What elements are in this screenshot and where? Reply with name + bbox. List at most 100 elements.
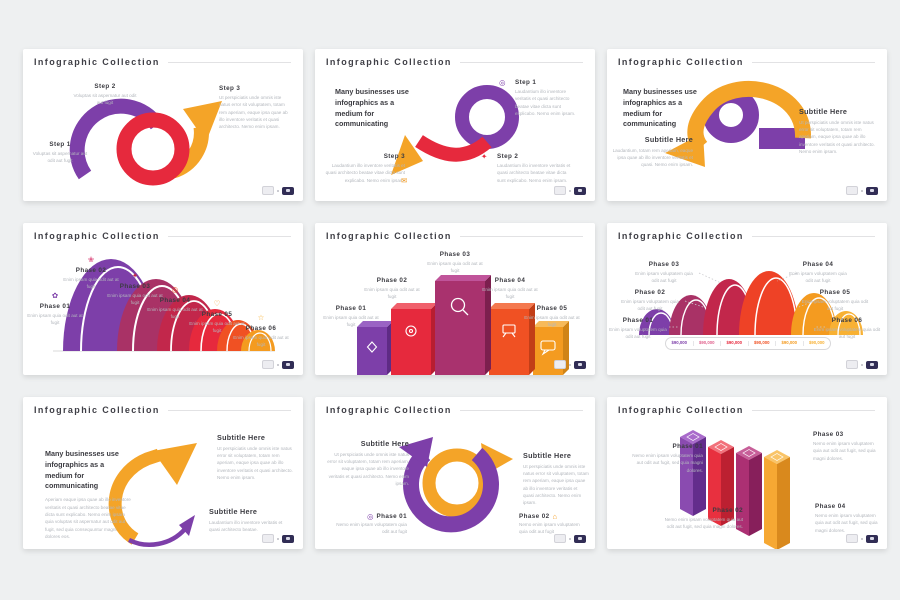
slide-footer-pagination xyxy=(554,360,586,369)
dot-icon xyxy=(569,189,571,192)
phase-label: Phase 04 Enim ipsam quia odit aut at fug… xyxy=(482,277,538,300)
slide-number-badge xyxy=(574,360,586,369)
slide-title: Infographic Collection xyxy=(618,405,875,415)
thumb-icon xyxy=(554,186,566,195)
slide-title: Infographic Collection xyxy=(34,231,291,241)
slide-title: Infographic Collection xyxy=(34,57,291,67)
subtitle-block: Subtitle Here Laudantium illo inventore … xyxy=(209,507,283,532)
slide-spiral-steps[interactable]: Infographic Collection Step 2 Voluptas s… xyxy=(23,49,303,201)
intro-text: Many businesses use infographics as a me… xyxy=(335,87,409,129)
slide-footer-pagination xyxy=(262,534,294,543)
arrowhead-icon xyxy=(391,135,423,175)
slide-loop-arrow[interactable]: Infographic Collection Many businesses u… xyxy=(607,49,887,201)
step-label: Step 3 Laudantium illo inventore veritat… xyxy=(325,153,405,183)
phase-label: Phase 01 Enim ipsam voluptatem quia odit… xyxy=(609,317,667,340)
curved-arrows-graphic xyxy=(108,443,197,547)
phase-label: Phase 04 Nemo enim ipsam voluptatem quia… xyxy=(815,503,878,533)
subtitle-block: Subtitle Here Ut perspiciatis unde omnis… xyxy=(327,439,409,486)
values-bar: $90,000 $90,000 $90,000 $90,000 $90,000 … xyxy=(665,337,831,350)
slide-footer-pagination xyxy=(554,186,586,195)
arrowhead-icon xyxy=(153,443,197,485)
slide-number-badge xyxy=(574,186,586,195)
dot-icon xyxy=(569,363,571,366)
slide-title: Infographic Collection xyxy=(326,231,583,241)
title-rule xyxy=(167,61,291,63)
slide-bell-arcs[interactable]: Infographic Collection xyxy=(607,223,887,375)
star-icon: ☆ xyxy=(257,313,265,322)
value-cell: $90,000 xyxy=(671,340,688,346)
slide-title: Infographic Collection xyxy=(618,57,875,67)
step-label: Step 3 Ut perspiciatis unde omnis iste n… xyxy=(219,85,288,130)
phase-label: Phase 02 Enim ipsam quia odit aut at fug… xyxy=(364,277,420,300)
sparkle-icon xyxy=(366,341,378,353)
idea-spark-icon: ✦ xyxy=(481,152,488,161)
slide-number-badge xyxy=(282,534,294,543)
subtitle-block: Subtitle Here Laudantium, totam rem aper… xyxy=(612,135,693,168)
value-cell: $90,000 xyxy=(720,341,748,346)
chat-icon xyxy=(540,340,556,356)
phase-label: ✿ Phase 01 Enim ipsam quia odit aut at f… xyxy=(27,291,83,326)
phase-label: ✦ Phase 03 Enim ipsam quia odit aut at f… xyxy=(107,271,163,306)
phase-label: Phase 02 ⌂ Nemo enim ipsam voluptatem qu… xyxy=(519,512,580,534)
phase-label: Phase 02 Enim ipsam voluptatem quia odit… xyxy=(621,289,679,312)
slide-number-badge xyxy=(282,360,294,369)
slide-number-badge xyxy=(282,186,294,195)
intro-text: Many businesses use infographics as a me… xyxy=(623,87,697,129)
thumb-icon xyxy=(262,360,274,369)
presentation-icon xyxy=(502,324,516,338)
phase-label: Phase 04 Enim ipsam voluptatem quia odit… xyxy=(789,261,847,284)
magnifier-icon xyxy=(450,297,469,316)
value-cell: $90,000 xyxy=(692,341,721,346)
subtitle-block: Subtitle Here Ut perspiciatis unde omnis… xyxy=(799,107,875,154)
value-cell: $90,000 xyxy=(802,341,831,346)
slide-footer-pagination xyxy=(846,360,878,369)
arrowhead-icon xyxy=(665,133,705,167)
chip-icon xyxy=(770,453,784,461)
title-rule xyxy=(167,235,291,237)
slide-descending-arcs[interactable]: Infographic Collection ✿ Phase 01 Enim i… xyxy=(23,223,303,375)
bell-arcs-graphic xyxy=(639,271,863,336)
slide-curved-arrows[interactable]: Infographic Collection Many businesses u… xyxy=(23,397,303,549)
slide-title: Infographic Collection xyxy=(618,231,875,241)
phase-label: ❀ Phase 02 Enim ipsam quia odit aut at f… xyxy=(63,255,119,290)
slide-podium-columns[interactable]: Infographic Collection xyxy=(315,223,595,375)
phase-label: Phase 03 Nemo enim ipsam voluptatem quia… xyxy=(813,431,876,461)
dot-icon xyxy=(277,363,279,366)
phase-label: Phase 05 Enim ipsam quia odit aut at fug… xyxy=(524,305,580,328)
slide-footer-pagination xyxy=(554,534,586,543)
title-rule xyxy=(459,409,583,411)
slide-curve-steps[interactable]: Infographic Collection Many businesses u… xyxy=(315,49,595,201)
slide-iso-pillars[interactable]: Infographic Collection Phase 01 Nemo eni… xyxy=(607,397,887,549)
value-cell: $90,000 xyxy=(747,341,776,346)
dot-icon xyxy=(569,537,571,540)
dot-icon xyxy=(277,189,279,192)
spiral-arrow-graphic xyxy=(69,98,222,186)
dot-icon xyxy=(277,537,279,540)
slide-number-badge xyxy=(574,534,586,543)
circle-arrows-graphic xyxy=(399,437,513,533)
dot-icon xyxy=(861,363,863,366)
dot-icon xyxy=(861,537,863,540)
slide-number-badge xyxy=(866,534,878,543)
phase-label: Phase 03 Enim ipsam quia odit aut at fug… xyxy=(427,251,483,274)
step-label: Step 2 Laudantium illo inventore veritat… xyxy=(497,153,571,183)
dot-icon xyxy=(861,189,863,192)
title-rule xyxy=(459,235,583,237)
step-label: Step 2 Voluptas sit aspernatur aut odit … xyxy=(73,83,137,106)
title-rule xyxy=(751,61,875,63)
phase-label: Phase 01 Nemo enim ipsam voluptatem quia… xyxy=(632,443,703,473)
clock-icon: ◎ xyxy=(366,512,374,521)
phase-label: Phase 02 Nemo enim ipsam voluptatem quia… xyxy=(664,507,743,530)
slide-number-badge xyxy=(866,186,878,195)
phase-label: Phase 06 Enim ipsam voluptatem quia odit… xyxy=(813,317,881,340)
title-rule xyxy=(459,61,583,63)
arrowhead-icon xyxy=(183,101,222,142)
slide-title: Infographic Collection xyxy=(326,57,583,67)
chip-icon xyxy=(714,443,728,451)
step-label: Step 1 Voluptas sit aspernatur aut odit … xyxy=(32,141,88,164)
slide-circle-arrows[interactable]: Infographic Collection Subtitle Here Ut … xyxy=(315,397,595,549)
phase-label: Phase 01 Enim ipsam quia odit aut at fug… xyxy=(323,305,379,328)
title-rule xyxy=(167,409,291,411)
home-folder-icon: ⌂ xyxy=(552,512,558,521)
arrowhead-icon xyxy=(399,437,433,467)
